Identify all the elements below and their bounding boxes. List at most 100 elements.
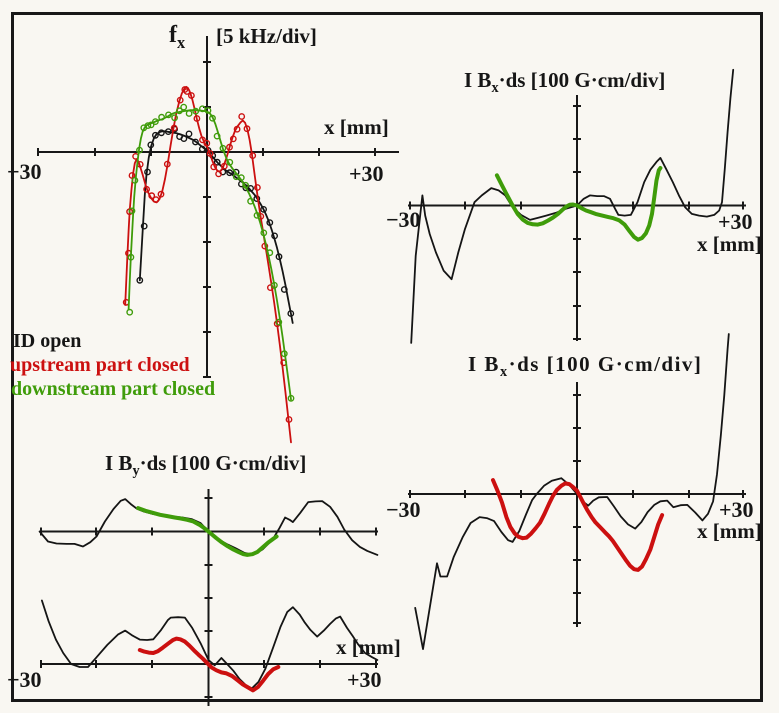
fx-marker-downstream-part-closed-64 (287, 394, 295, 402)
fx-marker-upstream-part-closed-46 (226, 143, 233, 151)
fx-marker-downstream-part-closed-30 (192, 107, 200, 115)
fx-marker-downstream-part-closed-34 (204, 107, 212, 114)
fx-marker-downstream-part-closed-38 (213, 132, 221, 140)
bx-down-xmin-tick-label: −30 (386, 207, 421, 232)
fx-marker-upstream-part-closed-22 (170, 124, 178, 132)
fx-marker-id-open-34 (226, 169, 234, 177)
fx-axis-title: fx (169, 22, 185, 50)
fx-marker-downstream-part-closed-26 (180, 103, 188, 111)
figure-frame (11, 12, 763, 702)
fx-marker-downstream-part-closed-24 (175, 107, 183, 115)
fx-marker-upstream-part-closed-48 (229, 135, 237, 143)
fx-marker-upstream-part-closed-70 (285, 416, 293, 423)
fx-marker-id-open-54 (280, 286, 288, 293)
fx-marker-id-open-48 (266, 219, 274, 227)
fx-symbol-subscript: x (177, 32, 186, 52)
bx-up-xmax-tick-label: +30 (719, 497, 754, 522)
fx-marker-id-open-22 (192, 138, 199, 146)
fx-marker-downstream-part-closed-0 (126, 308, 134, 316)
bx-down-units: ·ds [100 G·cm/div] (498, 68, 666, 92)
fx-marker-id-open-4 (144, 168, 151, 176)
bx-up-xmin-tick-label: −30 (386, 497, 421, 522)
by-symbol-subscript: y (132, 463, 140, 480)
fx-marker-downstream-part-closed-40 (219, 144, 227, 152)
fx-marker-upstream-part-closed-40 (210, 163, 218, 171)
bx_down-curve-downstream-part-closed (494, 166, 663, 242)
bx-up-title: I Bx·ds [100 G·cm/div] (468, 352, 703, 380)
fx-curve-downstream-part-closed (127, 109, 292, 401)
fx-marker-upstream-part-closed-58 (253, 184, 261, 191)
by-xaxis-label: x [mm] (336, 635, 401, 659)
bx_up-curve-upstream-part-closed (491, 478, 665, 572)
fx-marker-upstream-part-closed-54 (243, 125, 251, 133)
fx-xmin-tick-label: −30 (7, 159, 42, 184)
fx-marker-downstream-part-closed-6 (131, 176, 139, 184)
fx-marker-upstream-part-closed-42 (215, 170, 223, 178)
fx-marker-downstream-part-closed-48 (242, 181, 250, 189)
bx-up-units: ·ds [100 G·cm/div] (508, 352, 703, 376)
fx-marker-upstream-part-closed-18 (157, 190, 165, 198)
fx-marker-upstream-part-closed-32 (193, 115, 201, 122)
fx-marker-id-open-12 (164, 128, 172, 136)
fx-marker-downstream-part-closed-22 (171, 114, 179, 122)
fx-marker-downstream-part-closed-18 (158, 113, 166, 121)
by-symbol: I B (105, 451, 133, 475)
fx-marker-downstream-part-closed-8 (136, 146, 143, 154)
bx-down-xaxis-label: x [mm] (697, 232, 762, 256)
fx-symbol: f (169, 22, 177, 48)
fx-marker-id-open-52 (275, 253, 283, 261)
fx-marker-id-open-46 (260, 205, 267, 213)
bx-up-symbol: I B (468, 352, 500, 376)
fx-marker-id-open-0 (136, 276, 144, 284)
legend-item-upstream-closed: upstream part closed (10, 354, 190, 376)
fx-marker-upstream-part-closed-44 (220, 162, 228, 170)
fx-marker-id-open-50 (271, 232, 278, 240)
fx-marker-upstream-part-closed-6 (128, 172, 136, 179)
by-title: I By·ds [100 G·cm/div] (105, 451, 307, 479)
fx-marker-id-open-20 (185, 130, 193, 138)
bx-down-symbol: I B (464, 68, 492, 92)
fx-xmax-tick-label: +30 (349, 161, 384, 186)
fx-marker-upstream-part-closed-50 (233, 125, 241, 133)
fx-marker-downstream-part-closed-52 (253, 211, 261, 219)
fx-marker-id-open-8 (151, 131, 159, 139)
fx-marker-downstream-part-closed-36 (209, 114, 216, 122)
by-curve-downstream-part-closed (136, 506, 279, 557)
bx_down-curve-id-open (410, 68, 735, 344)
fx-marker-id-open-42 (247, 184, 255, 192)
fx-marker-downstream-part-closed-14 (147, 121, 155, 129)
fx-marker-upstream-part-closed-34 (199, 136, 206, 144)
fx-marker-downstream-part-closed-46 (237, 174, 245, 182)
fx-marker-upstream-part-closed-38 (206, 150, 214, 157)
fx-marker-upstream-part-closed-16 (152, 196, 160, 204)
fx-marker-downstream-part-closed-56 (266, 249, 274, 257)
fx-marker-upstream-part-closed-24 (176, 96, 184, 104)
fx-xaxis-label: x [mm] (324, 115, 389, 139)
bx-down-xmax-tick-label: +30 (718, 209, 753, 234)
by-units: ·ds [100 G·cm/div] (139, 451, 307, 475)
fx-marker-downstream-part-closed-42 (226, 158, 234, 166)
fx-marker-downstream-part-closed-60 (275, 318, 283, 326)
fx-marker-downstream-part-closed-4 (128, 207, 136, 215)
fx-marker-upstream-part-closed-36 (203, 139, 211, 147)
fx-marker-id-open-10 (157, 129, 165, 137)
fx-marker-id-open-24 (198, 145, 206, 153)
fx-marker-id-open-6 (147, 141, 155, 149)
fx-units-label: [5 kHz/div] (216, 24, 317, 48)
fx-marker-downstream-part-closed-2 (127, 253, 135, 261)
fx-marker-upstream-part-closed-28 (183, 88, 191, 95)
bx_up-curve-id-open (414, 333, 730, 650)
fx-marker-id-open-56 (287, 310, 295, 317)
fx-marker-upstream-part-closed-52 (238, 113, 246, 120)
fx-marker-upstream-part-closed-12 (143, 185, 151, 193)
fx-marker-downstream-part-closed-50 (247, 197, 255, 205)
by-curve-id-open-bottom (41, 599, 379, 690)
fx-marker-downstream-part-closed-54 (260, 229, 268, 237)
fx-marker-downstream-part-closed-16 (151, 118, 159, 126)
fx-marker-downstream-part-closed-12 (144, 122, 152, 130)
fx-marker-id-open-18 (180, 135, 188, 143)
fx-marker-id-open-36 (232, 168, 240, 176)
bx-up-symbol-subscript: x (499, 364, 509, 381)
